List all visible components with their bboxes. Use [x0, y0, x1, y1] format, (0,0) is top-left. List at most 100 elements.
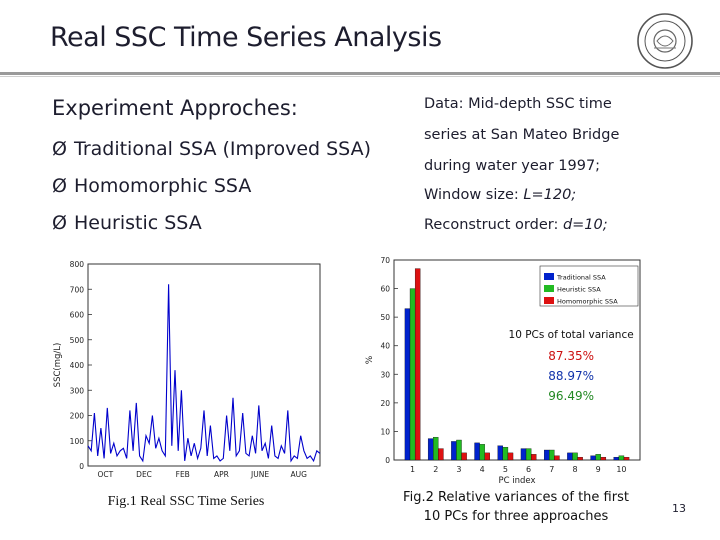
y-tick-label: 800 [70, 260, 85, 269]
x-tick-label: 9 [596, 465, 601, 474]
bar [484, 452, 490, 461]
variance-annotation-value: 96.49% [548, 389, 594, 403]
bar [409, 288, 416, 461]
figure2-caption-line: Fig.2 Relative variances of the first [403, 490, 629, 505]
x-tick-label: 6 [526, 465, 531, 474]
figure2-caption-line: 10 PCs for three approaches [423, 509, 609, 524]
figure2-caption: Fig.2 Relative variances of the first 10… [390, 488, 642, 526]
x-tick-label: 1 [410, 465, 415, 474]
x-tick-label: 7 [549, 465, 554, 474]
bar [456, 439, 462, 461]
plot-frame [87, 263, 321, 467]
slide-title: Real SSC Time Series Analysis [50, 22, 442, 53]
bar [549, 449, 555, 461]
y-tick-label: 500 [70, 336, 85, 345]
y-tick-label: 40 [380, 342, 390, 351]
y-tick-label: 70 [380, 256, 390, 265]
approach-label: Traditional SSA (Improved SSA) [74, 138, 371, 160]
bullet-arrow-icon: Ø [52, 212, 67, 234]
x-tick-label: 2 [433, 465, 438, 474]
bar [451, 441, 457, 461]
x-tick-label: 3 [456, 465, 461, 474]
x-tick-label: DEC [136, 470, 152, 479]
data-label: during water year 1997; [424, 158, 601, 174]
legend-entry: Heuristic SSA [557, 286, 601, 294]
relative-variance-bar-chart: 0 10 20 30 40 50 60 70 1 2 3 4 5 6 7 8 9 10 PC index% Tradi… [365, 256, 641, 486]
y-tick-label: 50 [380, 313, 390, 322]
x-tick-label: 4 [480, 465, 485, 474]
approach-label: Heuristic SSA [74, 212, 202, 234]
legend-box [539, 265, 639, 307]
legend-entry: Traditional SSA [556, 274, 606, 282]
title-divider-thin [0, 76, 720, 77]
x-tick-label: 8 [572, 465, 577, 474]
y-tick-label: 600 [70, 311, 85, 320]
x-tick-label: FEB [176, 470, 190, 479]
bullet-arrow-icon: Ø [52, 175, 67, 197]
data-description-line: during water year 1997; [424, 158, 600, 174]
bar [461, 452, 467, 461]
approach-label: Homomorphic SSA [74, 175, 252, 197]
y-tick-label: 0 [385, 456, 390, 465]
data-label: Data: [424, 96, 469, 112]
approach-item: Ø Traditional SSA (Improved SSA) [52, 138, 371, 160]
ssc-series-line [87, 284, 321, 463]
bar [427, 438, 434, 461]
legend-swatch [544, 285, 554, 292]
approach-item: Ø Heuristic SSA [52, 212, 202, 234]
bar [577, 456, 583, 461]
variance-annotation-value: 88.97% [548, 369, 594, 383]
figure1-caption: Fig.1 Real SSC Time Series [107, 494, 265, 509]
x-tick-label: OCT [98, 470, 114, 479]
bar [474, 442, 480, 461]
experiment-heading: Experiment Approches: [52, 96, 298, 120]
y-tick-label: 700 [70, 285, 85, 294]
ssc-time-series-chart: 0 100 200 300 400 500 600 700 800 OCT DEC FEB APR JUN… [53, 260, 321, 479]
bar [502, 446, 509, 461]
y-tick-label: 200 [70, 412, 85, 421]
y-axis-label: SSC(mg/L) [53, 343, 63, 388]
y-tick-label: 30 [380, 370, 390, 379]
legend-swatch [544, 273, 554, 280]
y-tick-label: 20 [380, 399, 390, 408]
bar [433, 436, 439, 461]
bar [520, 448, 527, 461]
bar [618, 455, 625, 461]
bar [600, 456, 607, 461]
bar [479, 444, 485, 461]
bar [567, 452, 573, 461]
y-tick-label: 300 [70, 386, 85, 395]
bar [595, 454, 601, 461]
y-tick-label: 100 [70, 437, 85, 446]
data-label: Reconstruct order: [424, 217, 563, 233]
data-value: L=120; [523, 187, 577, 203]
data-label: Window size: [424, 187, 524, 203]
bar [572, 452, 578, 461]
data-value: Mid-depth SSC time [468, 96, 612, 112]
bar [544, 449, 550, 461]
bar [590, 455, 596, 461]
legend-entry: Homomorphic SSA [557, 298, 618, 306]
bar [414, 268, 421, 461]
x-tick-label: JUNE [250, 470, 269, 479]
bar [554, 455, 560, 461]
y-tick-label: 0 [79, 462, 84, 471]
title-divider [0, 72, 720, 75]
data-value: d=10; [562, 217, 608, 233]
y-axis-label: % [365, 355, 375, 364]
reconstruct-order-line: Reconstruct order: d=10; [424, 217, 608, 233]
x-tick-label: AUG [291, 470, 308, 479]
data-label: series at San Mateo Bridge [424, 127, 620, 143]
bar [497, 445, 503, 461]
university-seal-icon [637, 13, 693, 69]
x-axis-label: PC index [498, 476, 535, 486]
y-tick-label: 60 [380, 285, 390, 294]
bar [507, 452, 514, 461]
bullet-arrow-icon: Ø [52, 138, 67, 160]
y-tick-label: 10 [380, 427, 390, 436]
page-number: 13 [672, 502, 686, 515]
variance-annotation-header: 10 PCs of total variance [509, 329, 634, 341]
bar [531, 454, 537, 461]
variance-annotation-value: 87.35% [548, 349, 594, 363]
bar [613, 456, 620, 461]
